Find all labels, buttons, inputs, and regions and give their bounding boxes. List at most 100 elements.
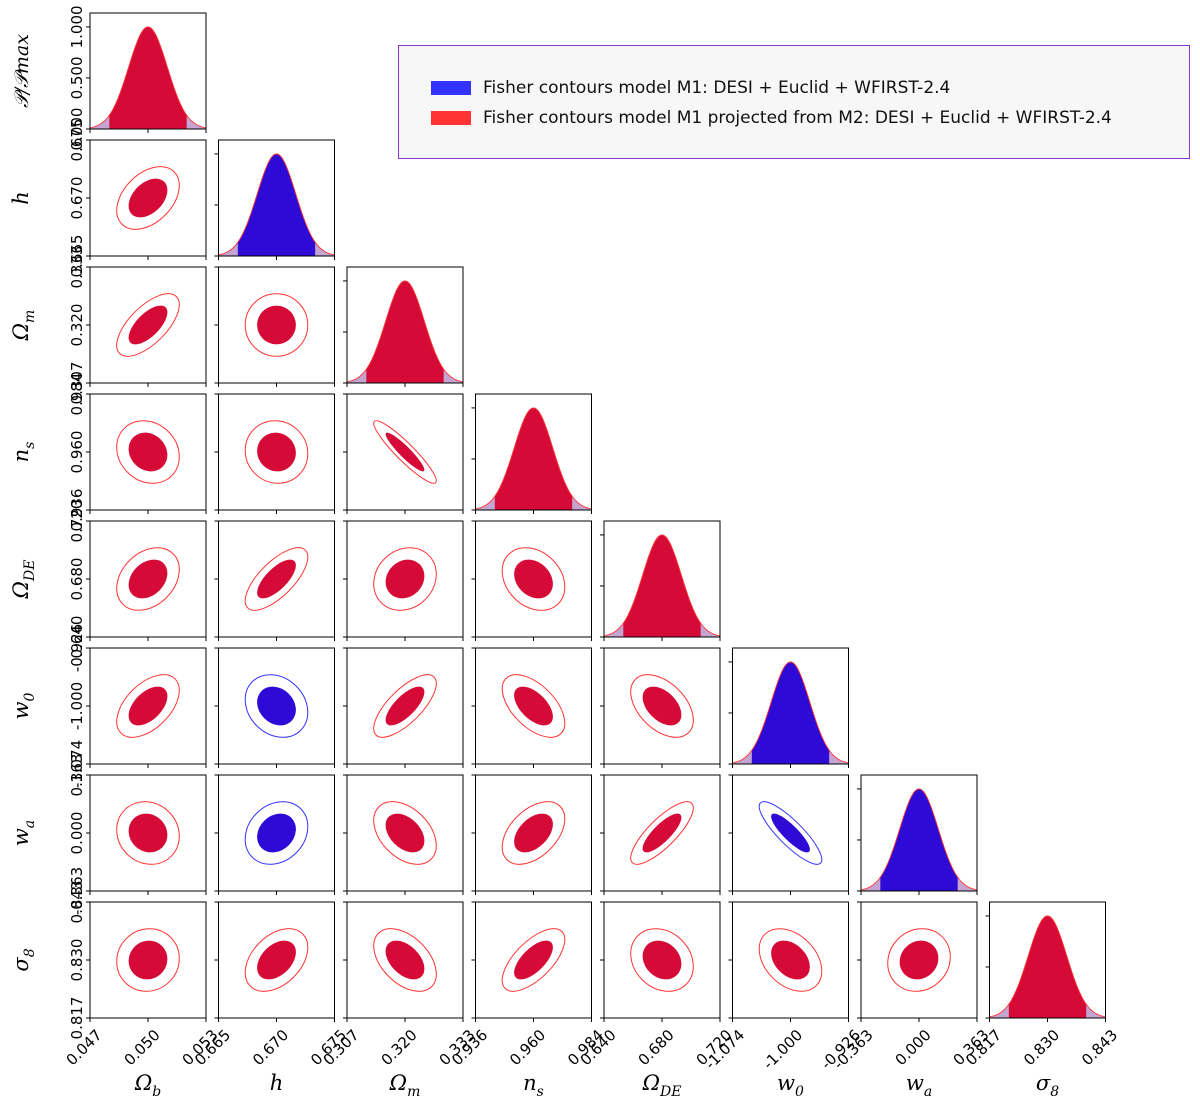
contour-1sigma xyxy=(899,940,939,980)
y-axis-label-wa-text: wa xyxy=(9,820,38,846)
diag-panel-omega_b: 0.000 0.500 1.000 xyxy=(68,5,207,151)
x-tick-label: 0.000 xyxy=(892,1026,935,1069)
contour-2sigma xyxy=(244,293,309,357)
y-tick-label: 0.000 xyxy=(68,108,86,151)
pdf-curve xyxy=(989,915,1106,1018)
y-axis-label-sigma8-text: σ8 xyxy=(9,948,38,971)
y-tick-label: 0.670 xyxy=(68,177,86,220)
legend-entry-m1: Fisher contours model M1: DESI + Euclid … xyxy=(431,76,950,100)
legend-swatch-red xyxy=(431,111,471,125)
contour-2sigma xyxy=(116,547,180,611)
diag-ylabel-text: 𝒫/𝒫max xyxy=(11,34,33,108)
contour-1sigma xyxy=(257,559,296,599)
y-tick-label: 0.830 xyxy=(68,939,86,982)
panel-n_s-vs-omega_de xyxy=(471,520,592,641)
panel-h-vs-wa xyxy=(214,774,335,895)
y-tick-label: 0.000 xyxy=(68,812,86,855)
contour-2sigma xyxy=(244,801,309,865)
y-tick-label: 0.960 xyxy=(68,431,86,474)
y-axis-label-w0-text: w0 xyxy=(9,692,38,719)
diag-panel-w0 xyxy=(728,647,849,768)
contour-1sigma xyxy=(128,305,168,345)
pdf-core-fill xyxy=(751,661,830,764)
y-axis-label-n_s-text: ns xyxy=(9,442,38,463)
panel-omega_m-vs-sigma8: 0.307 0.320 0.333 xyxy=(320,901,479,1069)
panel-omega_m-vs-n_s xyxy=(343,393,464,514)
y-tick-label: 0.680 xyxy=(68,558,86,601)
y-axis-label-omega_m-text: Ωm xyxy=(9,310,38,342)
panel-omega_m-vs-omega_de xyxy=(343,520,464,641)
pdf-curve xyxy=(603,534,721,637)
contour-1sigma xyxy=(385,686,425,726)
x-tick-label: 0.960 xyxy=(506,1026,549,1069)
contour-1sigma xyxy=(385,813,425,853)
panel-omega_b-vs-wa: -0.363 0.000 0.363 xyxy=(68,754,207,915)
y-axis-label-wa: wa xyxy=(9,820,38,846)
panel-wa-vs-sigma8: -0.363 0.000 0.363 xyxy=(830,901,993,1073)
legend-entry-m1-projected: Fisher contours model M1 projected from … xyxy=(431,106,1112,130)
y-tick-label: 0.675 xyxy=(68,119,86,162)
x-axis-label-omega_b: Ωb xyxy=(134,1071,161,1100)
y-tick-label: -1.000 xyxy=(68,682,86,730)
y-tick-label: 0.307 xyxy=(68,362,86,405)
diag-panel-omega_m xyxy=(343,266,464,387)
contour-2sigma xyxy=(116,420,180,484)
contour-1sigma xyxy=(128,940,168,980)
panel-omega_m-vs-wa xyxy=(343,774,464,895)
contour-2sigma xyxy=(373,674,437,738)
x-tick-label: 0.843 xyxy=(1078,1026,1121,1069)
contour-2sigma xyxy=(887,928,951,992)
pdf-core-fill xyxy=(494,407,573,510)
contour-1sigma xyxy=(128,813,168,853)
contour-2sigma xyxy=(373,801,437,865)
contour-2sigma xyxy=(244,547,309,611)
contour-2sigma xyxy=(630,801,694,865)
pdf-curve xyxy=(346,280,464,383)
y-tick-label: 0.333 xyxy=(68,246,86,289)
contour-2sigma xyxy=(501,801,566,865)
pdf-curve xyxy=(218,153,335,256)
contour-1sigma xyxy=(771,940,810,980)
pdf-core-fill xyxy=(237,153,316,256)
x-axis-label-h: h xyxy=(270,1071,284,1095)
contour-2sigma xyxy=(758,801,823,865)
contour-2sigma xyxy=(116,166,180,230)
x-axis-label-h-text: h xyxy=(270,1071,284,1095)
panel-h-vs-w0 xyxy=(214,647,335,768)
y-axis-label-omega_de-text: ΩDE xyxy=(9,560,38,600)
pdf-core-fill xyxy=(1008,915,1087,1018)
x-axis-label-omega_b-text: Ωb xyxy=(134,1071,161,1100)
x-axis-label-wa-text: wa xyxy=(906,1071,932,1100)
contour-1sigma xyxy=(385,432,425,472)
y-tick-label: -0.363 xyxy=(68,867,86,915)
pdf-curve xyxy=(860,788,978,891)
x-tick-label: 0.670 xyxy=(249,1026,292,1069)
contour-1sigma xyxy=(257,813,296,853)
y-axis-label-w0: w0 xyxy=(9,692,38,719)
contour-1sigma xyxy=(514,813,553,853)
contour-1sigma xyxy=(257,686,296,726)
y-axis-label-omega_de: ΩDE xyxy=(9,560,38,600)
contour-1sigma xyxy=(128,432,168,472)
x-axis-label-w0: w0 xyxy=(777,1071,804,1100)
legend-label-m1-projected: Fisher contours model M1 projected from … xyxy=(483,108,1112,128)
x-axis-label-omega_de: ΩDE xyxy=(642,1071,682,1100)
diag-panel-omega_de xyxy=(600,520,721,641)
y-tick-label: -0.926 xyxy=(68,624,86,672)
panel-h-vs-omega_de xyxy=(214,520,335,641)
y-tick-label: 0.984 xyxy=(68,373,86,416)
contour-1sigma xyxy=(385,940,425,980)
panel-omega_de-vs-sigma8: 0.640 0.680 0.720 xyxy=(577,901,736,1069)
y-tick-label: 0.720 xyxy=(68,500,86,543)
legend-swatch-blue xyxy=(431,81,471,95)
contour-1sigma xyxy=(514,559,553,599)
contour-1sigma xyxy=(514,940,553,980)
x-tick-label: -1.000 xyxy=(759,1026,806,1073)
x-axis-label-w0-text: w0 xyxy=(777,1071,804,1100)
y-tick-label: 0.665 xyxy=(68,235,86,278)
panel-omega_b-vs-n_s: 0.936 0.960 0.984 xyxy=(68,373,207,531)
contour-1sigma xyxy=(257,432,296,472)
pdf-core-fill xyxy=(880,788,958,891)
contour-2sigma xyxy=(244,420,309,484)
